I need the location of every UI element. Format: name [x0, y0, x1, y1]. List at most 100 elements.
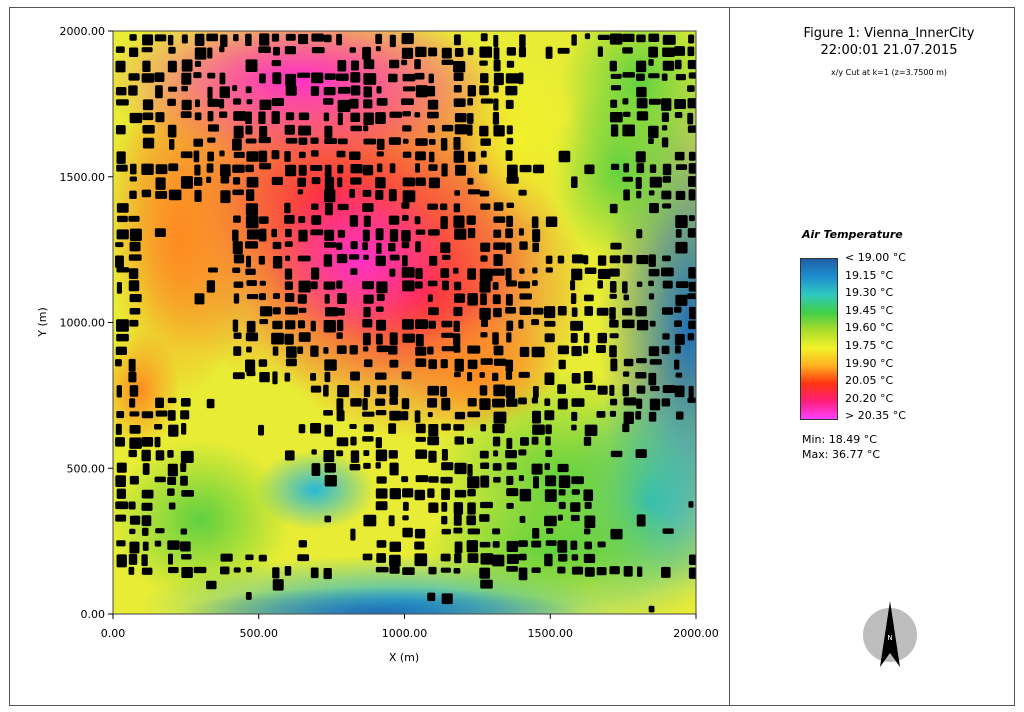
- building: [233, 34, 239, 42]
- building: [141, 489, 154, 499]
- building: [116, 488, 126, 499]
- building: [544, 515, 557, 527]
- x-axis-title: X (m): [389, 651, 419, 664]
- building: [609, 203, 618, 214]
- building: [207, 72, 216, 79]
- building: [115, 255, 124, 268]
- x-tick-label: 500.00: [240, 627, 279, 640]
- y-tick-label: 1000.00: [60, 317, 106, 330]
- building: [506, 475, 514, 485]
- building: [194, 60, 202, 67]
- building: [440, 242, 451, 254]
- building: [232, 267, 241, 274]
- building: [506, 398, 518, 407]
- building: [284, 255, 291, 261]
- building: [622, 47, 633, 54]
- building: [363, 254, 369, 260]
- building: [128, 85, 138, 96]
- building: [505, 450, 517, 459]
- building: [232, 138, 242, 151]
- building: [414, 163, 421, 173]
- building: [350, 72, 361, 83]
- building: [310, 567, 319, 579]
- building: [518, 475, 525, 482]
- building: [141, 515, 152, 527]
- building: [336, 345, 347, 354]
- building: [363, 73, 377, 85]
- building: [349, 189, 355, 198]
- building: [168, 163, 179, 172]
- building: [571, 476, 584, 485]
- building: [428, 73, 434, 84]
- building: [141, 411, 154, 419]
- building: [675, 228, 682, 238]
- building: [505, 73, 519, 84]
- building: [570, 320, 584, 331]
- building: [245, 241, 259, 249]
- building: [323, 281, 336, 290]
- building: [115, 125, 126, 135]
- building: [661, 398, 671, 407]
- building: [649, 359, 662, 365]
- building: [583, 489, 594, 502]
- building: [324, 229, 335, 241]
- building: [116, 333, 129, 342]
- building: [584, 424, 598, 437]
- building: [141, 527, 149, 536]
- building: [129, 112, 143, 124]
- building: [207, 98, 220, 107]
- building: [427, 488, 435, 498]
- building: [506, 332, 512, 343]
- building: [415, 449, 428, 459]
- building: [531, 567, 541, 573]
- building: [415, 358, 427, 367]
- building: [115, 359, 122, 367]
- building: [636, 229, 643, 239]
- building: [402, 488, 414, 498]
- building: [284, 228, 292, 238]
- building: [687, 125, 696, 133]
- building: [662, 176, 672, 183]
- max-value: Max: 36.77 °C: [802, 448, 881, 461]
- building: [480, 33, 488, 42]
- building: [674, 333, 685, 345]
- building: [155, 164, 168, 175]
- building: [129, 176, 137, 182]
- building: [597, 34, 610, 41]
- building: [674, 385, 685, 398]
- building: [428, 307, 439, 316]
- building: [440, 268, 450, 278]
- building: [324, 475, 337, 487]
- building: [128, 501, 136, 510]
- building: [350, 268, 358, 275]
- y-tick-label: 1500.00: [60, 171, 106, 184]
- building: [363, 215, 371, 227]
- building: [466, 124, 473, 136]
- building: [323, 254, 333, 267]
- building: [519, 34, 526, 48]
- building: [310, 385, 322, 393]
- building: [402, 73, 416, 82]
- building: [259, 125, 268, 138]
- building: [675, 281, 689, 288]
- building: [337, 229, 346, 238]
- building: [362, 229, 370, 242]
- building: [388, 515, 395, 527]
- building: [571, 489, 580, 495]
- building: [311, 449, 317, 455]
- building: [649, 320, 656, 327]
- x-tick-label: 2000.00: [673, 627, 719, 640]
- legend-label: 19.30 °C: [845, 286, 894, 300]
- building: [583, 528, 591, 535]
- building: [259, 216, 269, 224]
- building: [662, 203, 672, 209]
- building: [154, 72, 165, 82]
- building: [441, 462, 454, 471]
- building: [440, 359, 448, 369]
- building: [245, 554, 254, 561]
- building: [389, 566, 400, 574]
- building: [480, 358, 493, 365]
- building: [376, 540, 387, 548]
- building: [454, 190, 460, 196]
- building: [167, 463, 178, 477]
